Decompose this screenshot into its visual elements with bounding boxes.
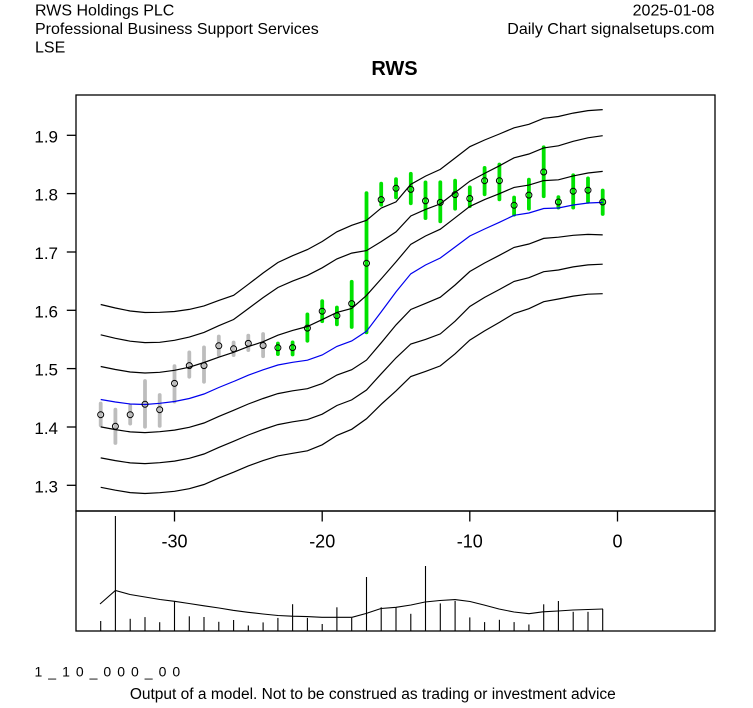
svg-text:RWS Holdings PLC: RWS Holdings PLC (35, 3, 174, 20)
svg-text:1.6: 1.6 (34, 302, 58, 321)
svg-text:1.5: 1.5 (34, 361, 58, 380)
svg-text:-20: -20 (309, 532, 335, 552)
svg-text:2025-01-08: 2025-01-08 (633, 3, 715, 20)
svg-text:1_10_000_00: 1_10_000_00 (35, 664, 187, 680)
svg-text:Daily Chart signalsetups.com: Daily Chart signalsetups.com (507, 21, 714, 38)
svg-text:Output of a model. Not to be c: Output of a model. Not to be construed a… (130, 686, 616, 703)
svg-text:0: 0 (612, 532, 622, 552)
svg-text:-30: -30 (161, 532, 187, 552)
svg-text:1.3: 1.3 (34, 477, 58, 496)
svg-text:1.8: 1.8 (34, 186, 58, 205)
svg-text:Professional Business Support: Professional Business Support Services (35, 21, 319, 38)
svg-text:RWS: RWS (371, 58, 417, 80)
svg-text:-10: -10 (457, 532, 483, 552)
svg-text:LSE: LSE (35, 40, 65, 57)
svg-text:1.4: 1.4 (34, 419, 58, 438)
svg-text:1.7: 1.7 (34, 244, 58, 263)
svg-text:1.9: 1.9 (34, 127, 58, 146)
